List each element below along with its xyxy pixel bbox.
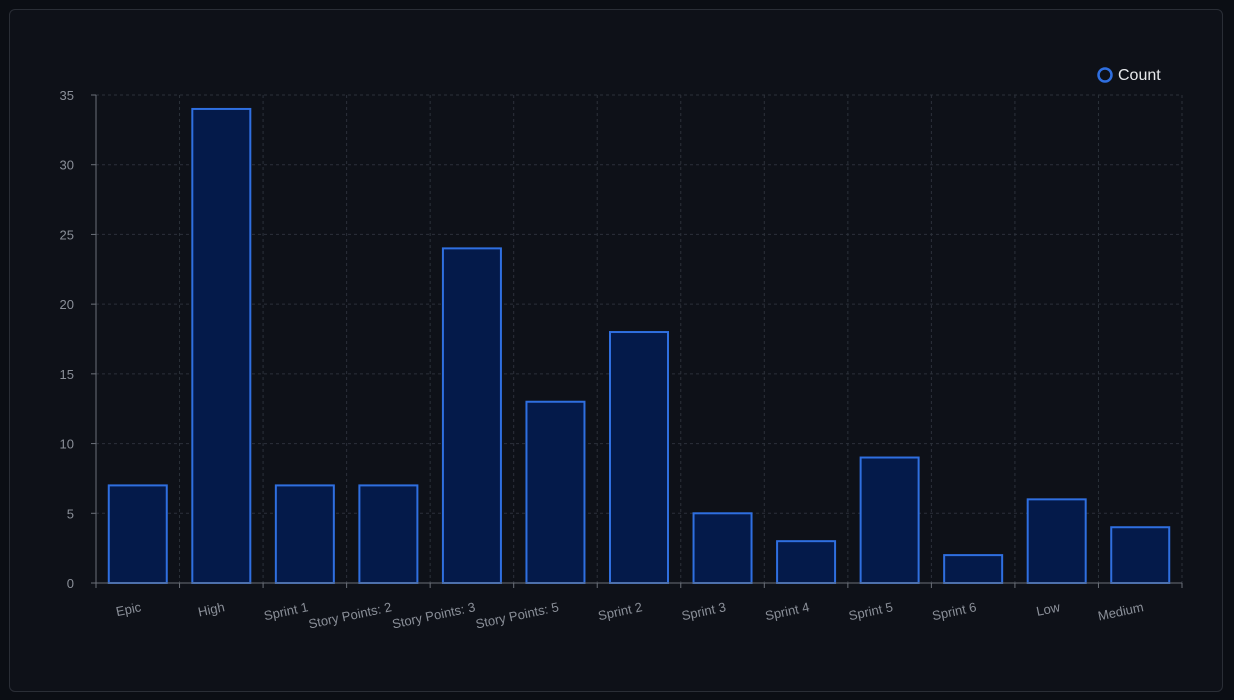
y-tick-label: 10 (60, 437, 74, 452)
x-tick-label: Sprint 3 (680, 599, 727, 623)
bar[interactable] (191, 107, 252, 584)
x-tick-label: Sprint 6 (931, 599, 978, 623)
bar[interactable] (692, 512, 753, 584)
y-tick-label: 5 (67, 506, 74, 521)
bar[interactable] (441, 247, 502, 584)
y-tick-label: 25 (60, 227, 74, 242)
x-tick-label: Epic (115, 599, 143, 619)
x-tick-label: Story Points: 3 (391, 599, 477, 631)
legend-label: Count (1118, 67, 1161, 84)
x-tick-label: Sprint 1 (263, 599, 310, 623)
y-tick-label: 15 (60, 367, 74, 382)
x-tick-label: Story Points: 5 (474, 599, 560, 631)
bar[interactable] (859, 456, 920, 584)
bars-group (107, 107, 1171, 585)
y-tick-label: 35 (60, 88, 74, 103)
y-tick-label: 30 (60, 158, 74, 173)
x-tick-label: Sprint 2 (597, 599, 644, 623)
bar[interactable] (943, 554, 1004, 584)
bar[interactable] (274, 484, 335, 584)
x-tick-label: Sprint 4 (764, 599, 811, 623)
bar[interactable] (609, 331, 669, 584)
bar[interactable] (107, 484, 168, 584)
circle-outline-icon (1097, 67, 1113, 83)
x-tick-label: Story Points: 2 (307, 599, 393, 631)
bar[interactable] (1110, 526, 1171, 585)
bar[interactable] (525, 400, 586, 584)
x-tick-label: Sprint 5 (847, 599, 894, 623)
y-tick-label: 20 (60, 297, 74, 312)
bar[interactable] (776, 540, 837, 585)
bar[interactable] (358, 484, 419, 584)
x-tick-label: High (197, 599, 226, 619)
axes (91, 94, 1183, 588)
legend[interactable]: Count (1097, 67, 1162, 84)
x-tick-label: Medium (1096, 599, 1144, 623)
y-tick-label: 0 (67, 576, 74, 591)
y-tick-labels: 0 5 10 15 20 25 30 35 (60, 88, 74, 591)
bar[interactable] (1026, 498, 1087, 585)
x-tick-label: Low (1035, 599, 1062, 619)
